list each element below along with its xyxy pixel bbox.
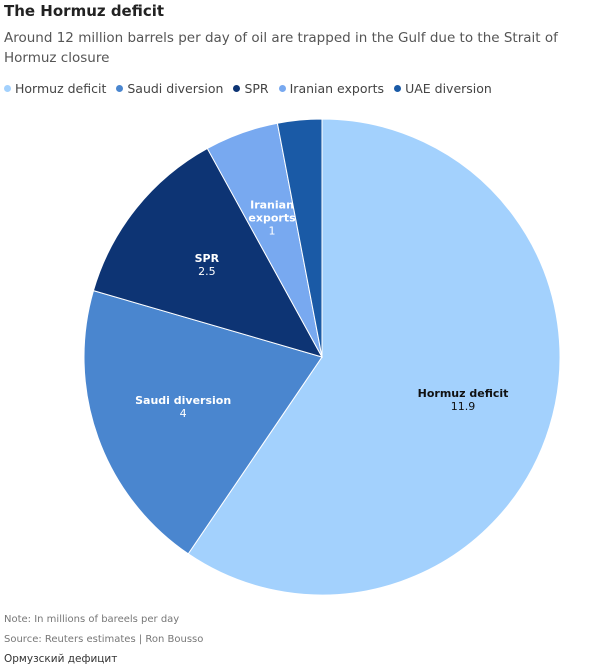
chart-subtitle: Around 12 million barrels per day of oil… xyxy=(4,30,558,66)
slice-value: 11.9 xyxy=(450,400,476,414)
slice-name: Hormuz deficit xyxy=(417,387,509,401)
slice-label: Saudi diversion 4 xyxy=(123,394,243,420)
legend-label: SPR xyxy=(244,81,269,96)
slice-value: 1 xyxy=(268,224,276,238)
pie-slice xyxy=(276,118,323,358)
legend-item: Saudi diversion xyxy=(116,81,223,96)
legend-swatch xyxy=(394,85,402,92)
slice-value: 4 xyxy=(179,406,187,420)
legend-label: UAE diversion xyxy=(405,81,492,96)
legend-label: Iranian exports xyxy=(289,81,385,96)
slice-label: Iranian exports 1 xyxy=(242,199,302,238)
legend-swatch xyxy=(116,85,124,92)
legend-item: UAE diversion xyxy=(394,81,492,96)
legend-swatch xyxy=(4,85,11,92)
legend-swatch xyxy=(233,85,241,92)
slice-name: SPR xyxy=(194,251,220,265)
slice-label: SPR 2.5 xyxy=(147,252,267,278)
legend-swatch xyxy=(278,85,286,92)
legend-label: Saudi diversion xyxy=(127,81,224,96)
slice-value: 2.5 xyxy=(198,264,216,278)
legend-item: Iranian exports xyxy=(278,81,385,96)
note: Note: In millions of bareels per day xyxy=(4,614,180,625)
legend-item: SPR xyxy=(233,81,269,96)
legend: Hormuz deficit Saudi diversion SPR Iranian … xyxy=(4,81,492,96)
source: Source: Reuters estimates | Ron Bousso xyxy=(4,634,204,645)
footer: Ормузский дефицит xyxy=(4,653,118,665)
pie-slice xyxy=(92,147,324,358)
pie-slice xyxy=(187,118,561,596)
legend-label: Hormuz deficit xyxy=(15,81,107,96)
slice-name: Saudi diversion xyxy=(135,393,232,407)
slice-label: Hormuz deficit 11.9 xyxy=(403,387,523,413)
pie-slice xyxy=(83,289,323,555)
chart-title: The Hormuz deficit xyxy=(4,2,165,20)
legend-item: Hormuz deficit xyxy=(4,81,106,96)
slice-name: Iranian exports xyxy=(248,198,296,225)
